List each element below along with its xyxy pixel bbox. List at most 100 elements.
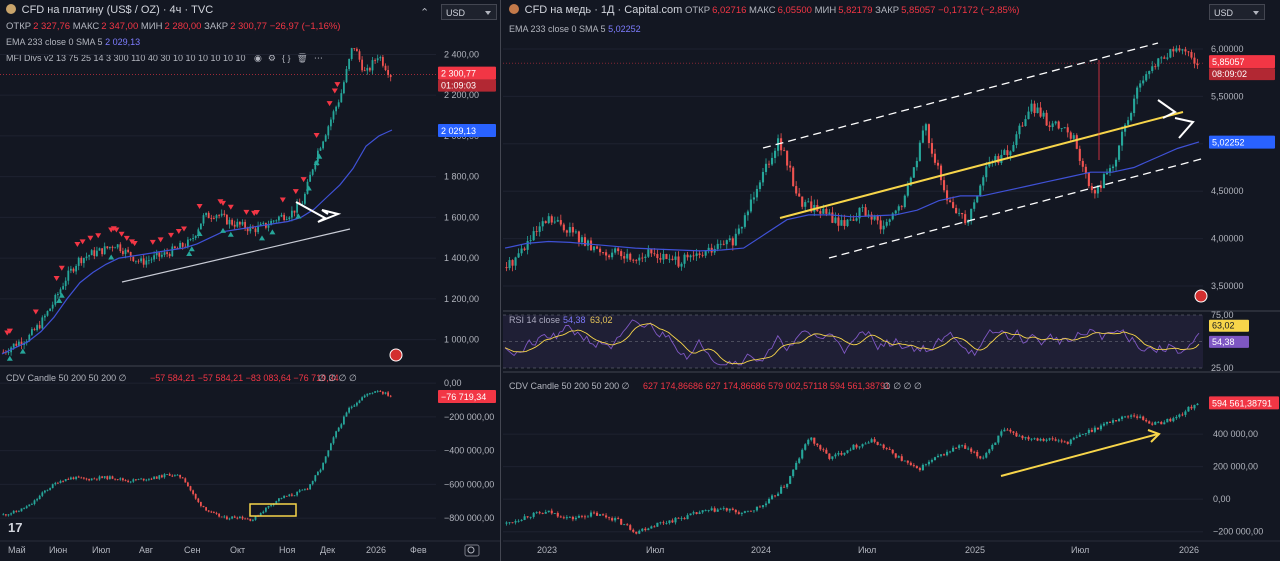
copper-candle xyxy=(792,167,795,187)
source-code-icon[interactable]: { } xyxy=(281,53,291,63)
ema-value: 5,02252 xyxy=(608,24,641,34)
cdv-candle xyxy=(2,514,5,516)
cdv-candle xyxy=(1066,441,1069,444)
symbol-logo-icon xyxy=(509,4,519,14)
copper-ema-legend[interactable]: EMA 233 close 0 SMA 5 5,02252 xyxy=(509,24,641,34)
copper-candle xyxy=(1117,145,1121,160)
buy-signal-marker xyxy=(305,185,312,191)
platinum-candle xyxy=(46,311,49,316)
cdv-candle xyxy=(267,505,270,508)
cdv-arrow-head xyxy=(1147,429,1161,443)
buy-signal-marker xyxy=(188,246,195,252)
cdv-candle xyxy=(303,488,306,490)
cdv-candle xyxy=(202,505,205,508)
copper-candle xyxy=(526,241,529,250)
platinum-candle xyxy=(231,219,234,225)
cdv-candle xyxy=(12,510,15,514)
copper-candle xyxy=(1121,131,1124,146)
yellow-trendline xyxy=(779,111,1184,219)
copper-candle xyxy=(783,150,786,152)
cdv-tick-label: 0,00 xyxy=(1213,494,1231,504)
currency-selector[interactable]: USD xyxy=(441,4,497,20)
platinum-title[interactable]: CFD на платину (US$ / OZ) · 4ч · TVC xyxy=(21,4,214,16)
buy-signal-marker xyxy=(313,159,320,165)
cdv-candle xyxy=(20,508,23,512)
copper-candle xyxy=(1148,70,1151,75)
copper-candle xyxy=(695,253,698,256)
settings-icon[interactable]: ⚙ xyxy=(267,53,276,63)
cdv-candle xyxy=(982,457,985,459)
delete-icon[interactable]: 🗑 xyxy=(296,53,308,63)
time-tick-label: Июн xyxy=(49,545,67,555)
cdv-candle xyxy=(207,510,210,512)
rsi-badge-2-bg xyxy=(1209,335,1249,348)
cdv-candle xyxy=(381,391,384,394)
copper-candle xyxy=(774,150,777,158)
ohlc-high-label: МАКС xyxy=(72,21,100,32)
platinum-candle xyxy=(384,65,387,71)
cdv-candle xyxy=(1102,423,1106,426)
copper-candle xyxy=(586,240,590,246)
cdv-badge: 594 561,38791 xyxy=(1212,398,1272,408)
platinum-chart-canvas[interactable]: 2 400,002 200,002 000,001 800,001 600,00… xyxy=(0,0,501,561)
cdv-candle xyxy=(233,516,236,518)
cdv-candle xyxy=(220,516,223,518)
platinum-chart-pane[interactable]: CFD на платину (US$ / OZ) · 4ч · TVC ОТК… xyxy=(0,0,501,561)
copper-candle xyxy=(810,201,813,212)
cdv-candle xyxy=(1018,435,1021,437)
copper-chart-pane[interactable]: CFD на медь · 1Д · Capital.com ОТКР 6,027… xyxy=(503,0,1280,561)
cdv-candle xyxy=(1139,416,1142,418)
cdv-candle xyxy=(1196,403,1199,405)
copper-candle xyxy=(1181,49,1184,51)
cdv-candle xyxy=(1096,427,1099,430)
cdv-candle xyxy=(363,395,366,398)
collapse-icon[interactable]: ⌃ xyxy=(420,7,430,19)
sell-signal-marker xyxy=(196,204,203,210)
cdv-candle xyxy=(140,478,143,480)
platinum-mfi-legend[interactable]: MFI Divs v2 13 75 25 14 3 300 110 40 30 … xyxy=(6,53,329,64)
copper-title[interactable]: CFD на медь · 1Д · Capital.com xyxy=(524,4,683,16)
cdv-candle xyxy=(994,442,997,445)
ohlc-low-label: МИН xyxy=(140,21,163,32)
cdv-candle xyxy=(340,424,343,428)
copper-candle xyxy=(689,255,692,258)
copper-candle xyxy=(692,255,695,257)
ema-233-line xyxy=(504,141,1200,252)
copper-candle xyxy=(550,216,553,223)
platinum-candle xyxy=(56,293,59,295)
eye-icon[interactable]: ◉ xyxy=(254,53,262,63)
support-trendline xyxy=(121,228,351,283)
ohlc-open: 2 327,76 xyxy=(33,21,71,32)
cdv-candle xyxy=(770,495,774,499)
cdv-candle xyxy=(529,516,532,518)
cdv-candle xyxy=(1000,431,1003,436)
sell-signal-marker xyxy=(79,239,86,245)
cdv-candle xyxy=(716,509,719,512)
copper-chart-canvas[interactable]: 6,000005,500005,000004,500004,000003,500… xyxy=(503,0,1280,561)
cdv-candle xyxy=(353,405,356,407)
cdv-candle xyxy=(88,479,91,481)
sell-signal-marker xyxy=(331,88,338,94)
cdv-candle xyxy=(752,510,755,512)
cdv-candle xyxy=(319,469,322,472)
currency-selector[interactable]: USD xyxy=(1209,4,1265,20)
cdv-candle xyxy=(173,474,176,476)
platinum-candle xyxy=(114,247,117,249)
platinum-candle xyxy=(353,48,356,49)
platinum-ema-legend[interactable]: EMA 233 close 0 SMA 5 2 029,13 xyxy=(6,37,140,47)
cdv-candle xyxy=(1069,439,1072,444)
more-icon[interactable]: ⋯ xyxy=(313,53,323,63)
sell-signal-marker xyxy=(217,199,224,205)
cdv-candle xyxy=(979,456,982,459)
platinum-candle xyxy=(314,161,317,170)
cdv-candle xyxy=(215,512,218,514)
cdv-candle xyxy=(119,478,122,480)
copper-candle xyxy=(976,196,979,203)
copper-candle xyxy=(997,156,1000,163)
copper-candle xyxy=(520,248,523,254)
platinum-candle xyxy=(277,216,280,221)
copper-candle xyxy=(1184,49,1187,52)
cdv-values: −57 584,21 −57 584,21 −83 083,64 −76 719… xyxy=(150,373,339,383)
cdv-tick-label: −200 000,00 xyxy=(444,412,494,422)
cdv-candle xyxy=(197,498,200,503)
